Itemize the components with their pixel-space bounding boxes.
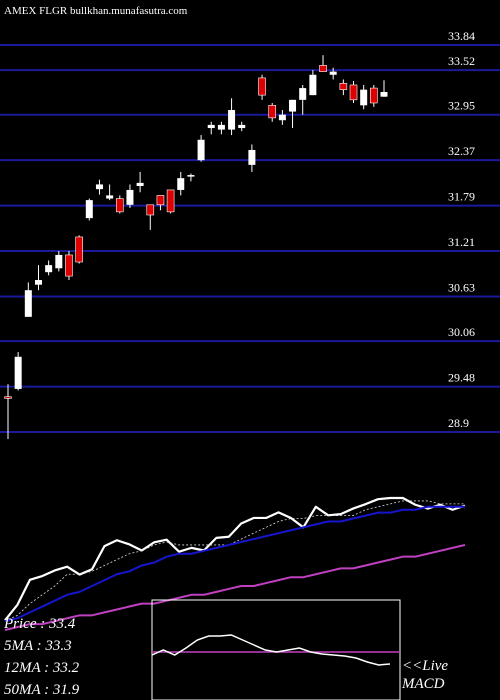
candle-body [115,198,124,213]
candle-body [55,254,63,269]
macd-frame [151,599,401,700]
candle-body [106,195,114,199]
legend-label: Price : 33.4 [3,616,76,632]
candle-body [126,189,134,205]
candle-body [248,149,256,165]
y-tick-label: 31.79 [448,190,475,204]
legend-label: 50MA : 31.9 [4,682,80,698]
y-tick-label: 29.48 [448,371,475,385]
candle-body [258,77,266,96]
candle-body [309,74,317,96]
candle-body [319,65,327,72]
series-line [4,505,465,623]
y-tick-label: 28.9 [448,416,469,430]
candle-body [339,83,348,90]
y-tick-label: 30.63 [448,280,475,294]
candle-body [299,88,307,100]
y-tick-label: 33.84 [448,29,475,43]
candle-body [360,89,368,106]
y-tick-label: 32.95 [448,99,475,113]
candle-body [156,195,165,206]
chart-title: AMEX FLGR bullkhan.munafasutra.com [4,5,188,17]
candle-body [278,114,286,121]
candle-body [24,290,32,317]
candle-body [95,184,103,190]
macd-label: <<Live [402,658,448,674]
candle-body [329,71,337,75]
y-tick-label: 32.37 [448,144,475,158]
candle-body [177,178,185,190]
y-tick-label: 33.52 [448,54,475,68]
candle-body [289,99,297,112]
candle-body [268,105,277,119]
y-tick-label: 31.21 [448,235,475,249]
candle-body [217,124,225,130]
candle-body [136,182,144,187]
candle-body [238,124,246,129]
candle-body [370,87,378,104]
candle-body [380,92,388,97]
legend-label: 12MA : 33.2 [4,660,80,676]
candle-body [65,254,73,277]
candle-body [85,200,93,219]
candle-body [4,396,12,399]
series-line [4,543,466,631]
candle-body [166,189,175,213]
candle-body [207,124,215,129]
macd-label: MACD [401,676,445,692]
series-line [4,500,465,622]
candle-body [75,236,83,263]
candle-body [197,139,205,161]
candle-body [146,204,155,216]
candle-body [45,265,53,273]
legend-label: 5MA : 33.3 [4,638,72,654]
candle-body [34,280,42,285]
candle-body [228,110,236,130]
y-tick-label: 30.06 [448,325,475,339]
candle-body [187,175,195,177]
macd-line [151,634,391,666]
candle-body [349,84,358,101]
candle-body [14,356,22,389]
